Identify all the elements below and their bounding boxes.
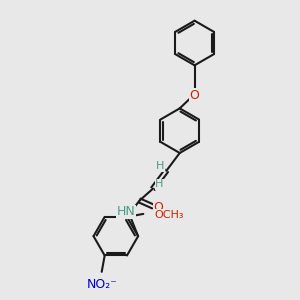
Text: NO₂⁻: NO₂⁻ [86, 278, 117, 291]
Text: O: O [153, 202, 163, 214]
Text: OCH₃: OCH₃ [154, 210, 184, 220]
Text: H: H [156, 161, 164, 172]
Text: O: O [190, 89, 200, 102]
Text: HN: HN [117, 205, 136, 218]
Text: H: H [155, 179, 164, 189]
